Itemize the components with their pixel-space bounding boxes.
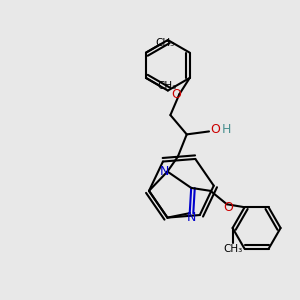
- Text: N: N: [160, 165, 169, 178]
- Text: O: O: [171, 88, 181, 101]
- Text: N: N: [187, 211, 196, 224]
- Text: O: O: [211, 123, 220, 136]
- Text: O: O: [224, 201, 233, 214]
- Text: H: H: [221, 123, 231, 136]
- Text: CH₃: CH₃: [223, 244, 242, 254]
- Text: CH₃: CH₃: [157, 81, 176, 91]
- Text: CH₃: CH₃: [156, 38, 175, 48]
